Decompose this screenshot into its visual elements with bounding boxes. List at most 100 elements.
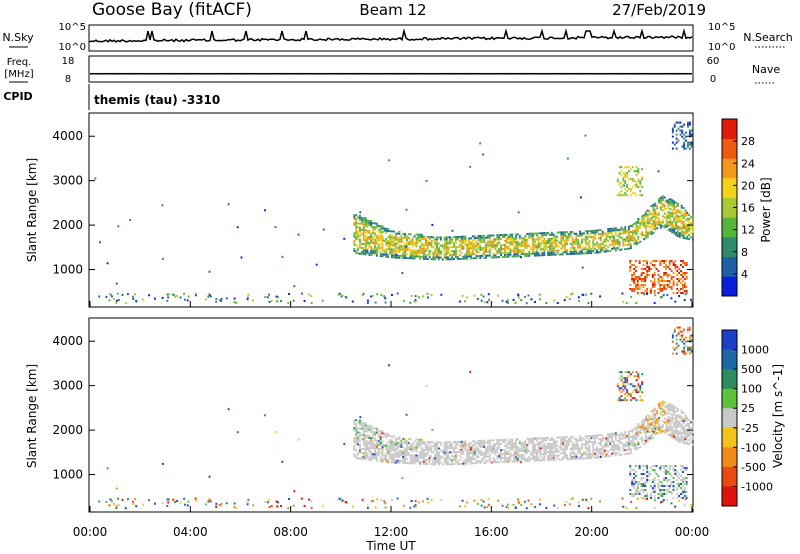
velocity-echo-cell [475,446,478,449]
power-echo-cell [436,240,438,243]
power-echo-cell [660,220,662,223]
power-echo-cell [639,226,642,229]
power-echo-cell [432,240,435,243]
velocity-echo-cell [402,455,405,458]
power-echo-cell [526,238,529,241]
velocity-echo-cell [679,334,682,337]
velocity-echo-cell [517,450,519,453]
velocity-echo-cell [428,459,431,462]
power-echo-cell [586,230,589,233]
power-echo-cell [678,295,681,297]
velocity-echo-cell [584,441,587,444]
power-echo-cell [611,227,613,230]
velocity-echo-cell [645,415,647,418]
velocity-echo-cell [650,493,652,495]
velocity-echo-cell [669,423,672,426]
velocity-echo-cell [637,425,640,427]
velocity-echo-cell [515,456,518,459]
power-echo-cell [622,240,625,243]
velocity-echo-cell [415,450,418,453]
velocity-echo-cell [554,440,557,443]
colorbar-swatch [722,486,737,507]
velocity-echo-cell [654,433,657,436]
velocity-echo-cell [357,437,359,440]
power-echo-cell [375,224,378,227]
velocity-echo-cell [379,456,382,459]
velocity-echo-cell [601,451,604,454]
power-echo-cell [674,264,677,266]
power-echo-cell [665,219,668,222]
velocity-echo-cell [455,447,457,450]
power-echo-cell [631,180,634,183]
velocity-echo-cell [359,421,361,424]
power-echo-cell [471,249,474,252]
velocity-echo-cell [184,503,186,506]
velocity-echo-cell [646,422,649,425]
velocity-echo-cell [667,427,670,430]
velocity-echo-cell [417,456,420,459]
power-echo-cell [545,246,548,249]
velocity-echo-cell [385,448,388,451]
velocity-echo-cell [653,491,656,493]
velocity-echo-cell [413,460,416,463]
velocity-echo-cell [660,413,662,416]
velocity-echo-cell [534,451,536,454]
power-echo-cell [466,253,469,256]
power-echo-cell [391,244,393,247]
velocity-echo-cell [635,379,638,382]
power-echo-cell [377,234,380,237]
power-echo-cell [517,294,520,297]
power-echo-cell [684,227,687,230]
power-echo-cell [660,202,662,205]
power-echo-cell [391,256,393,259]
velocity-echo-cell [675,436,677,439]
velocity-echo-cell [651,469,654,471]
power-echo-cell [692,222,694,225]
velocity-echo-cell [678,415,681,417]
power-echo-cell [517,233,519,236]
power-echo-cell [374,248,376,251]
velocity-echo-cell [534,437,536,440]
power-echo-cell [485,254,487,257]
velocity-echo-cell [660,411,662,414]
freq-tick-bottom: 8 [65,74,71,85]
velocity-echo-cell [520,461,522,464]
velocity-echo-cell [449,445,452,448]
power-echo-cell [498,234,501,237]
velocity-echo-cell [676,483,679,485]
velocity-echo-cell [511,440,514,443]
power-echo-cell [661,278,664,280]
power-echo-cell [503,247,506,250]
power-echo-cell [449,246,452,249]
power-echo-cell [579,230,581,233]
velocity-echo-cell [355,449,358,452]
velocity-echo-cell [485,459,487,462]
power-echo-cell [659,290,662,292]
velocity-echo-cell [458,462,461,465]
velocity-echo-cell [527,499,530,502]
velocity-echo-cell [650,495,652,497]
power-echo-cell [252,299,254,302]
power-echo-cell [447,242,450,245]
velocity-echo-cell [629,442,632,445]
power-echo-cell [616,180,619,183]
velocity-echo-cell [644,465,647,467]
power-echo-cell [663,280,666,282]
power-echo-cell [391,242,393,245]
power-echo-cell [387,240,390,242]
velocity-echo-cell [455,459,457,462]
velocity-echo-cell [623,389,626,392]
power-echo-cell [636,276,639,278]
velocity-echo-cell [195,499,197,502]
power-echo-cell [374,234,376,237]
power-echo-cell [654,218,657,221]
power-echo-cell [488,242,491,245]
velocity-echo-cell [208,498,211,500]
power-echo-cell [682,223,685,225]
velocity-echo-cell [626,442,629,445]
velocity-echo-cell [663,477,666,479]
velocity-echo-cell [389,449,391,452]
power-echo-cell [379,251,382,254]
power-echo-cell [473,253,476,256]
velocity-echo-cell [400,441,403,444]
